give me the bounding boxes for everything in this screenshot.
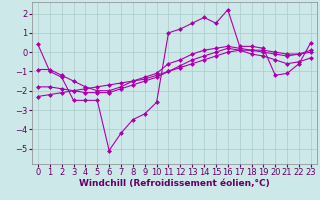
X-axis label: Windchill (Refroidissement éolien,°C): Windchill (Refroidissement éolien,°C) [79,179,270,188]
